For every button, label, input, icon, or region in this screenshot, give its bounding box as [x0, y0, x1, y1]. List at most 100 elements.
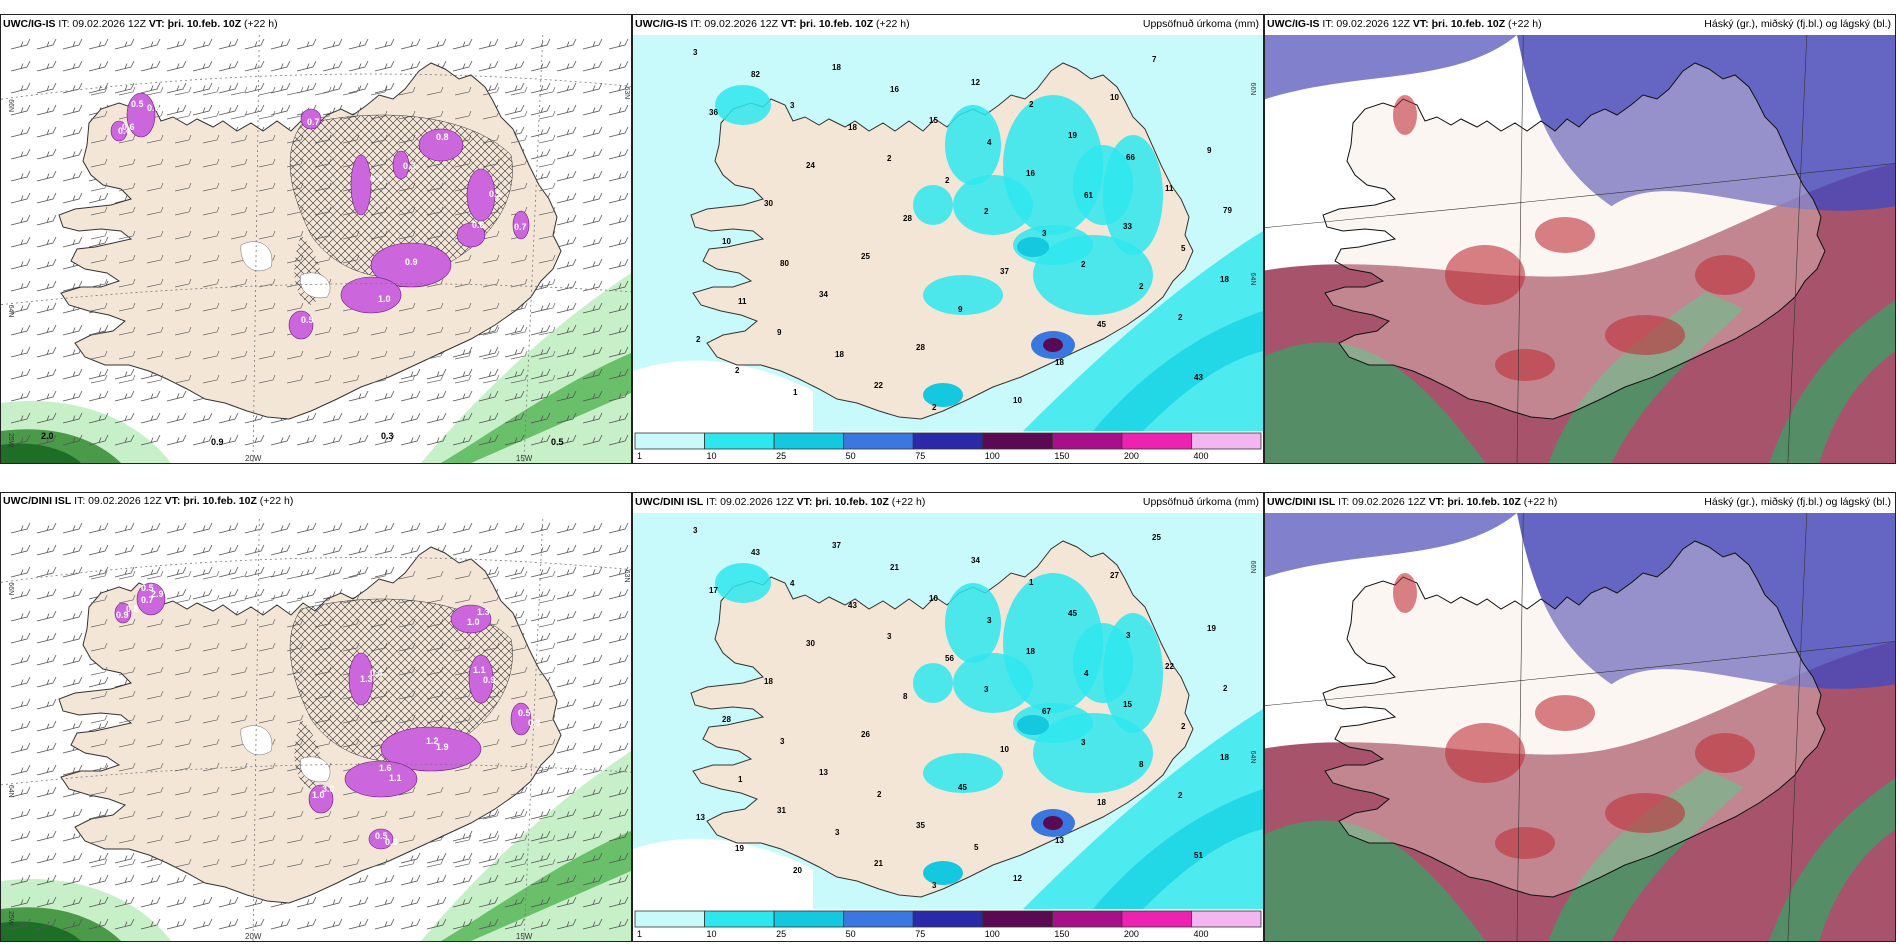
amount-label: 2 — [735, 366, 740, 375]
amount-label: 3 — [932, 881, 937, 890]
amount-label: 34 — [819, 290, 828, 299]
amount-label: 28 — [903, 214, 912, 223]
color-bar-tick: 400 — [1193, 929, 1208, 939]
amount-label: 1.3 — [477, 607, 490, 617]
amount-label: 0.6 — [122, 122, 135, 132]
init-time: IT: 09.02.2026 12Z — [706, 496, 794, 508]
amount-label: 0.8 — [385, 837, 398, 847]
amount-label: 0.9 — [405, 257, 418, 267]
color-bar-tick: 200 — [1124, 929, 1139, 939]
amount-label: 1.2 — [426, 736, 439, 746]
panel-title: UWC/IG-IS IT: 09.02.2026 12Z VT: þri. 10… — [1267, 17, 1893, 35]
map-panel-cloud: UWC/DINI ISL IT: 09.02.2026 12Z VT: þri.… — [1264, 492, 1896, 942]
glacier-1 — [240, 725, 273, 756]
color-bar: 1 10 25 50 75 100 150 200 400 — [634, 432, 1262, 461]
amount-label: 10 — [929, 594, 938, 603]
amount-label: 0.3 — [528, 718, 541, 728]
amount-label: 13 — [1055, 836, 1064, 845]
color-bar-segment — [1051, 432, 1123, 450]
amount-label: 0.4 — [118, 126, 131, 136]
lat-label: 64N — [7, 785, 14, 798]
precip-band-se — [1023, 709, 1263, 909]
amount-label: 3.0 — [322, 784, 335, 794]
map-canvas — [1265, 513, 1895, 941]
glacier-2 — [300, 756, 331, 783]
color-bar-segment — [704, 432, 775, 450]
lon-label: 15W — [516, 454, 533, 463]
amount-label: 25 — [1152, 533, 1161, 542]
amount-label: 34 — [971, 556, 980, 565]
amount-label: 18 — [764, 677, 773, 686]
color-bar-segment — [1051, 910, 1123, 928]
graticule — [1265, 513, 1895, 941]
amount-label: 18 — [1220, 753, 1229, 762]
color-bar-segment — [634, 910, 705, 928]
amount-label: 1.6 — [379, 763, 392, 773]
amount-label: 30 — [806, 639, 815, 648]
amount-label: 0.9 — [211, 437, 224, 447]
dry-area-sw — [633, 838, 813, 909]
precip-shading — [715, 563, 1163, 793]
amount-label: 19 — [735, 844, 744, 853]
amount-label: 2 — [887, 154, 892, 163]
amount-label: 1.0 — [467, 617, 480, 627]
lon-label: 20W — [245, 932, 262, 941]
model-name: UWC/IG-IS — [3, 18, 56, 30]
color-bar-tick: 1 — [637, 451, 642, 461]
amount-label: 3 — [887, 632, 892, 641]
amount-label: 9 — [777, 328, 782, 337]
amount-label: 12 — [1013, 874, 1022, 883]
valid-time: þri. 10.feb. 10Z — [1431, 18, 1506, 30]
amount-label: 2 — [1081, 260, 1086, 269]
amount-label: 18 — [1026, 647, 1035, 656]
amount-labels: 3322222181516331892212191110342810109302… — [693, 48, 1232, 412]
lead-time: (+22 h) — [259, 495, 294, 507]
color-bar-segment — [1121, 432, 1192, 450]
precip-area-s — [923, 383, 963, 407]
amount-label: 2 — [1178, 313, 1183, 322]
amount-label: 1 — [1029, 578, 1034, 587]
color-bar-tick: 25 — [776, 929, 786, 939]
precip-area-s — [923, 861, 963, 885]
amount-label: 3 — [984, 685, 989, 694]
panel-title: UWC/DINI ISL IT: 09.02.2026 12Z VT: þri.… — [635, 495, 1261, 513]
amount-label: 21 — [890, 563, 899, 572]
amount-label: 1.1 — [473, 665, 486, 675]
valid-time-label: VT: — [1412, 18, 1429, 30]
model-name: UWC/IG-IS — [1267, 18, 1320, 30]
lat-label: 64N — [1249, 273, 1256, 286]
color-bar: 1 10 25 50 75 100 150 200 400 — [634, 910, 1262, 939]
valid-time-label: VT: — [796, 496, 813, 508]
amount-label: 33 — [1123, 222, 1132, 231]
snow-areas — [110, 92, 530, 340]
amount-label: 4 — [790, 579, 795, 588]
amount-label: 2 — [945, 176, 950, 185]
color-bar-tick: 150 — [1054, 929, 1069, 939]
amount-label: 79 — [1223, 206, 1232, 215]
amount-label: 37 — [832, 541, 841, 550]
graticule — [1265, 35, 1895, 463]
color-bar-tick: 25 — [776, 451, 786, 461]
lead-time: (+22 h) — [876, 18, 910, 30]
amount-label: 3 — [987, 616, 992, 625]
color-bar-segment — [634, 432, 705, 450]
amount-label: 43 — [1194, 373, 1203, 382]
amount-label: 2 — [984, 207, 989, 216]
amount-labels: 0.50.6 0.70.40.30.80.50.60.91.00.50.70.60… — [41, 99, 564, 447]
amount-label: 0.5 — [375, 831, 388, 841]
amount-label: 10 — [722, 237, 731, 246]
map-canvas: 3433321937101815183121344522281335122719… — [633, 513, 1263, 939]
color-bar-segment — [773, 432, 845, 450]
amount-label: 16 — [890, 85, 899, 94]
valid-time-label: VT: — [148, 18, 165, 30]
model-name: UWC/IG-IS — [635, 18, 688, 30]
amount-label: 11 — [738, 297, 747, 306]
lat-label: 63N — [623, 86, 630, 99]
amount-label: 67 — [1042, 707, 1051, 716]
lead-time: (+22 h) — [891, 496, 926, 508]
color-bar-segment — [912, 432, 984, 450]
amount-label: 19 — [1207, 624, 1216, 633]
precip-band-se-core — [1093, 789, 1263, 909]
amount-label: 37 — [1000, 267, 1009, 276]
color-bar-tick: 1 — [637, 929, 642, 939]
